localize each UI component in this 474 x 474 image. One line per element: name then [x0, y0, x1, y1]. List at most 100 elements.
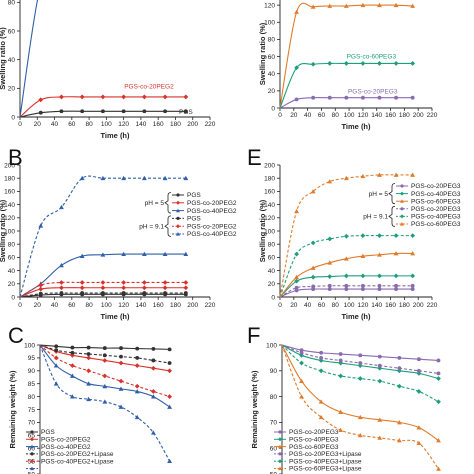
legend-item: PGS-co-40PEG2+Lipase — [26, 458, 114, 465]
legend-label: PGS-co-40PEG2 — [187, 208, 237, 215]
y-tick-label: 80 — [268, 242, 276, 249]
data-point — [358, 353, 363, 358]
data-point — [436, 376, 441, 381]
legend-label: PGS-co-20PEG2 — [187, 200, 237, 207]
series-1 — [279, 2, 416, 109]
x-tick-label: 140 — [135, 302, 146, 309]
data-point — [311, 287, 316, 291]
y-tick-label: 70 — [28, 420, 36, 427]
x-tick-label: 140 — [371, 112, 382, 119]
legend-marker — [176, 200, 180, 205]
plot-area — [281, 344, 441, 471]
data-point — [410, 95, 415, 100]
legend-marker — [176, 193, 180, 197]
legend-marker — [30, 437, 34, 442]
data-point — [141, 94, 147, 100]
series-2 — [281, 344, 441, 381]
data-point — [338, 360, 344, 366]
legend: PGSPGS-co-20PEG2PGS-co-40PEG2PGSPGS-co-2… — [139, 192, 237, 238]
y-tick-label: 20 — [8, 281, 16, 288]
x-tick-label: 160 — [153, 121, 164, 128]
data-point — [416, 440, 422, 445]
legend-marker — [278, 430, 282, 434]
legend-marker — [278, 444, 282, 449]
data-point — [151, 394, 156, 399]
y-tick-label: 80 — [270, 394, 278, 401]
legend-marker — [30, 452, 34, 456]
plot-area — [39, 344, 172, 464]
data-point — [410, 273, 416, 279]
data-point — [79, 285, 85, 291]
y-tick-label: 75 — [28, 407, 36, 414]
legend-item: PGS-co-20PEG2 — [172, 200, 237, 207]
data-point — [311, 95, 316, 100]
legend-marker — [278, 437, 282, 442]
data-point — [59, 280, 64, 285]
data-point — [162, 94, 168, 100]
x-tick-label: 140 — [371, 302, 382, 309]
data-point — [119, 346, 123, 351]
legend-item: PGS-co-60PEG3 — [274, 444, 339, 451]
data-point — [135, 355, 140, 360]
data-point — [134, 414, 140, 420]
data-point — [121, 291, 126, 295]
x-tick-label: 180 — [399, 112, 410, 119]
data-point — [377, 287, 382, 291]
y-tick-label: 0 — [271, 105, 275, 112]
data-point — [410, 233, 416, 239]
y-tick-label: 60 — [268, 255, 276, 262]
legend-marker — [278, 452, 282, 456]
y-axis-label: Remaining weight (%) — [250, 370, 259, 448]
legend-item: PGS-co-40PEG2 — [172, 208, 237, 215]
legend-marker — [400, 191, 404, 196]
x-tick-label: 180 — [170, 121, 181, 128]
x-tick-label: 80 — [85, 121, 93, 128]
y-tick-label: 50 — [270, 471, 278, 474]
legend-label: PGS-co-60PEG3 — [411, 221, 461, 228]
panel-c: C50556065707580859095100Remaining weight… — [8, 323, 172, 474]
legend-marker — [30, 466, 34, 471]
data-point — [183, 280, 189, 285]
legend-label: PGS-co-40PEG3 — [411, 191, 461, 198]
y-tick-label: 100 — [264, 228, 275, 235]
x-tick-label: 100 — [101, 121, 112, 128]
data-point — [79, 253, 85, 258]
x-tick-label: 200 — [413, 112, 424, 119]
data-point — [294, 97, 299, 102]
data-point — [80, 291, 85, 295]
data-point — [338, 352, 343, 356]
data-point — [38, 286, 44, 292]
plot-area — [19, 175, 189, 298]
data-point — [360, 173, 366, 179]
y-tick-label: 100 — [264, 20, 275, 27]
data-point — [167, 404, 172, 409]
data-point — [70, 352, 75, 358]
data-point — [80, 109, 85, 114]
y-tick-label: 40 — [8, 268, 16, 275]
data-point — [167, 368, 172, 374]
data-point — [344, 287, 349, 291]
legend-label: PGS-co-40PEG2 — [41, 444, 91, 451]
series-2 — [279, 61, 416, 109]
data-point — [79, 175, 85, 181]
series-4 — [19, 291, 188, 298]
legend-label: PGS-co-40PEG3+Lipase — [289, 458, 362, 465]
y-tick-label: 200 — [264, 162, 275, 169]
series-line — [19, 0, 38, 118]
data-point — [151, 389, 156, 394]
y-tick-label: 60 — [8, 28, 16, 35]
y-tick-label: 20 — [268, 88, 276, 95]
legend-label: PGS-co-20PEG3 — [411, 183, 461, 190]
data-point — [396, 420, 402, 425]
data-point — [410, 3, 416, 8]
data-point — [167, 347, 172, 352]
legend-marker — [30, 459, 34, 464]
data-point — [377, 283, 382, 288]
y-axis-label: Remaining weight (%) — [8, 370, 17, 448]
series-2 — [19, 94, 189, 118]
data-point — [141, 251, 147, 257]
series-line — [281, 344, 439, 362]
y-tick-label: 85 — [28, 381, 36, 388]
x-axis-label: Time (h) — [341, 312, 371, 321]
data-point — [100, 175, 106, 181]
